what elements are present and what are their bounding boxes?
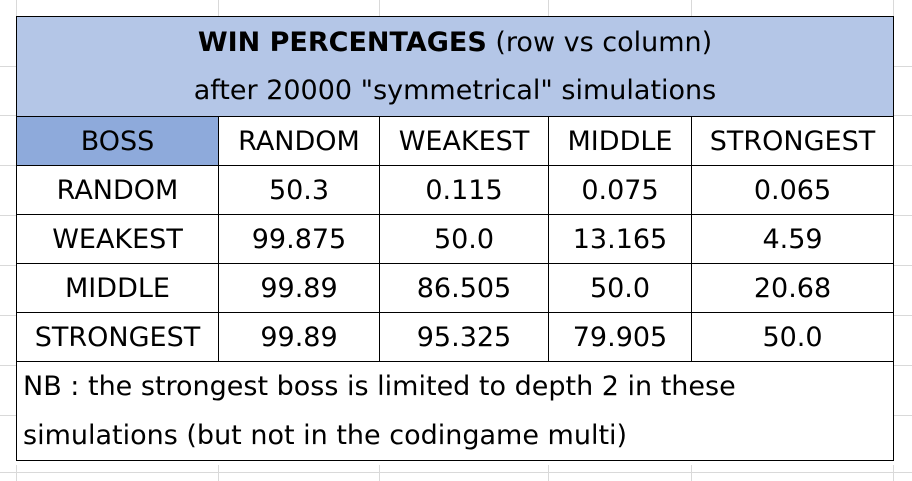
title-bold: WIN PERCENTAGES: [197, 26, 487, 58]
table-row: WEAKEST 99.875 50.0 13.165 4.59: [16, 214, 894, 264]
win-percentages-table: WIN PERCENTAGES (row vs column) after 20…: [16, 16, 894, 461]
table-cell[interactable]: 0.065: [691, 165, 894, 215]
row-header-strongest[interactable]: STRONGEST: [16, 312, 219, 362]
table-cell[interactable]: 4.59: [691, 214, 894, 264]
table-row: STRONGEST 99.89 95.325 79.905 50.0: [16, 312, 894, 362]
title-cell[interactable]: WIN PERCENTAGES (row vs column) after 20…: [16, 16, 894, 117]
table-cell[interactable]: 50.0: [548, 263, 692, 313]
row-header-random[interactable]: RANDOM: [16, 165, 219, 215]
table-cell[interactable]: 13.165: [548, 214, 692, 264]
table-cell[interactable]: 50.3: [218, 165, 380, 215]
table-cell[interactable]: 99.89: [218, 263, 380, 313]
corner-cell-boss[interactable]: BOSS: [16, 116, 219, 166]
table-cell[interactable]: 79.905: [548, 312, 692, 362]
note-cell[interactable]: NB : the strongest boss is limited to de…: [16, 361, 894, 461]
table-cell[interactable]: 99.89: [218, 312, 380, 362]
title-line: WIN PERCENTAGES (row vs column): [18, 19, 893, 67]
table-cell[interactable]: 99.875: [218, 214, 380, 264]
table-cell[interactable]: 50.0: [691, 312, 894, 362]
table-cell[interactable]: 0.075: [548, 165, 692, 215]
table-cell[interactable]: 95.325: [379, 312, 549, 362]
column-header-random[interactable]: RANDOM: [218, 116, 380, 166]
header-row: BOSS RANDOM WEAKEST MIDDLE STRONGEST: [16, 116, 894, 166]
row-header-middle[interactable]: MIDDLE: [16, 263, 219, 313]
table-cell[interactable]: 20.68: [691, 263, 894, 313]
note-line-1: NB : the strongest boss is limited to de…: [23, 371, 736, 402]
table-row: MIDDLE 99.89 86.505 50.0 20.68: [16, 263, 894, 313]
table-cell[interactable]: 50.0: [379, 214, 549, 264]
column-header-middle[interactable]: MIDDLE: [548, 116, 692, 166]
row-header-weakest[interactable]: WEAKEST: [16, 214, 219, 264]
table-cell[interactable]: 0.115: [379, 165, 549, 215]
table-row: RANDOM 50.3 0.115 0.075 0.065: [16, 165, 894, 215]
table-cell[interactable]: 86.505: [379, 263, 549, 313]
subtitle-line: after 20000 "symmetrical" simulations: [193, 74, 717, 106]
note-line-2: simulations (but not in the codingame mu…: [23, 420, 628, 451]
title-rest: (row vs column): [486, 26, 713, 58]
column-header-strongest[interactable]: STRONGEST: [691, 116, 894, 166]
column-header-weakest[interactable]: WEAKEST: [379, 116, 549, 166]
